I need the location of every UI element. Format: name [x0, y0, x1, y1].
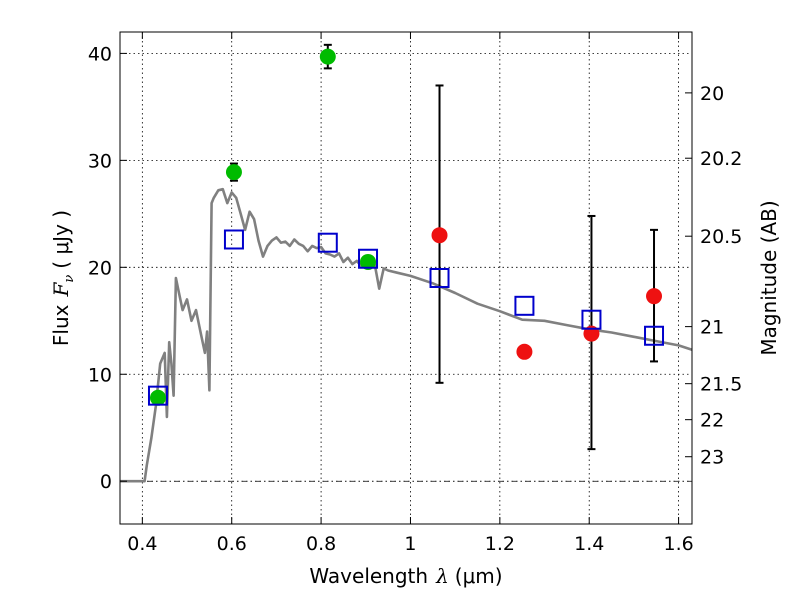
magnitude-tick-label: 22 — [700, 410, 724, 432]
nir-point — [516, 343, 533, 360]
magnitude-tick-label: 21.5 — [700, 374, 742, 396]
y-axis-label: FluxFν( μJy ) — [49, 210, 77, 346]
nir-point — [646, 288, 663, 305]
x-tick-label: 1 — [404, 533, 416, 555]
plot-area — [120, 32, 692, 524]
magnitude-tick-label: 20.2 — [700, 148, 742, 170]
magnitude-tick-label: 20.5 — [700, 226, 742, 248]
magnitude-tick-label: 23 — [700, 447, 724, 469]
y-tick-label: 30 — [88, 150, 112, 172]
optical-point — [319, 48, 336, 65]
y-tick-label: 40 — [88, 43, 112, 65]
synthetic-point — [581, 309, 602, 330]
nir-point — [431, 227, 448, 244]
y-tick-label: 20 — [88, 257, 112, 279]
grid — [120, 32, 692, 524]
x-axis: 0.4 0.6 0.8 1 1.2 1.4 1.6 — [127, 32, 694, 555]
optical-photometry-series — [149, 48, 377, 406]
magnitude-axis-label: Magnitude (AB) — [757, 200, 781, 355]
x-tick-label: 1.2 — [485, 533, 515, 555]
magnitude-tick-label: 20 — [700, 83, 724, 105]
optical-point — [360, 253, 377, 270]
x-tick-label: 0.4 — [127, 533, 157, 555]
nir-photometry-series — [431, 227, 663, 360]
magnitude-tick-label: 21 — [700, 317, 724, 339]
optical-point — [149, 389, 166, 406]
model-sed-series — [120, 187, 692, 483]
synthetic-point — [514, 295, 535, 316]
synthetic-point — [147, 385, 168, 406]
synthetic-point — [223, 229, 244, 250]
model-sed-line — [120, 187, 692, 483]
y-axis: 0 10 20 30 40 — [88, 43, 127, 493]
plot-frame — [119, 31, 693, 525]
synthetic-photometry-series — [147, 229, 665, 406]
synthetic-point — [644, 325, 665, 346]
nir-point — [583, 325, 600, 342]
y-tick-label: 10 — [88, 364, 112, 386]
optical-point — [225, 164, 242, 181]
synthetic-point — [358, 248, 379, 269]
synthetic-point — [429, 268, 450, 288]
magnitude-axis: 20 20.2 20.5 21 21.5 22 23 — [685, 83, 742, 469]
x-tick-label: 1.6 — [663, 533, 693, 555]
y-tick-label: 0 — [100, 471, 112, 493]
x-tick-label: 0.6 — [217, 533, 247, 555]
synthetic-point — [317, 232, 338, 253]
x-tick-label: 0.8 — [306, 533, 336, 555]
x-tick-label: 1.4 — [574, 533, 604, 555]
x-axis-label: Wavelength λ (μm) — [309, 564, 502, 588]
